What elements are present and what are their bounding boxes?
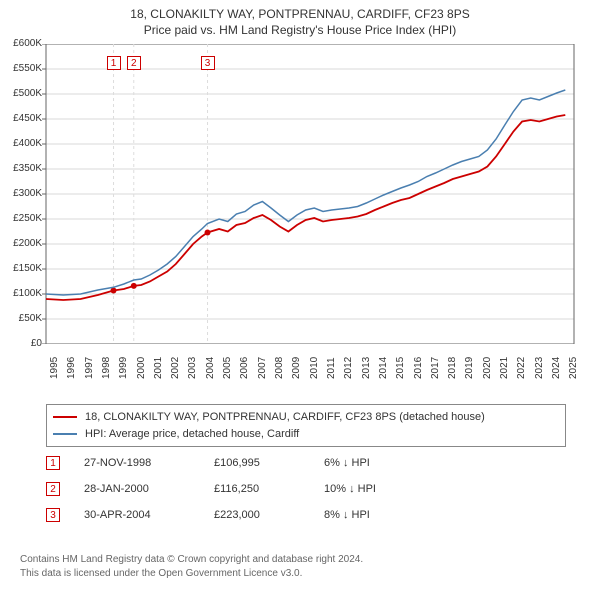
x-tick-label: 2021 — [499, 357, 510, 379]
y-tick-label: £50K — [0, 313, 42, 324]
legend-swatch — [53, 433, 77, 435]
x-tick-label: 2011 — [326, 357, 337, 379]
chart: £0 £50K £100K £150K £200K £250K £300K £350K £400… — [0, 44, 600, 394]
y-tick-label: £550K — [0, 63, 42, 74]
x-tick-label: 2000 — [136, 357, 147, 379]
title-area: 18, CLONAKILTY WAY, PONTPRENNAU, CARDIFF… — [0, 0, 600, 38]
x-tick-label: 2023 — [534, 357, 545, 379]
x-tick-label: 2020 — [482, 357, 493, 379]
chart-event-marker-icon: 3 — [201, 56, 215, 70]
y-tick-label: £600K — [0, 38, 42, 49]
x-tick-label: 2014 — [378, 357, 389, 379]
x-tick-label: 1999 — [118, 357, 129, 379]
events-table: 1 27-NOV-1998 £106,995 6% ↓ HPI 2 28-JAN… — [46, 450, 566, 528]
event-price: £223,000 — [214, 509, 324, 521]
x-tick-label: 2022 — [516, 357, 527, 379]
event-row: 3 30-APR-2004 £223,000 8% ↓ HPI — [46, 502, 566, 528]
chart-event-marker-icon: 2 — [127, 56, 141, 70]
x-tick-label: 2025 — [568, 357, 579, 379]
event-price: £116,250 — [214, 483, 324, 495]
footer-line-2: This data is licensed under the Open Gov… — [20, 567, 363, 581]
x-tick-label: 2004 — [205, 357, 216, 379]
x-tick-label: 2007 — [257, 357, 268, 379]
y-tick-label: £200K — [0, 238, 42, 249]
x-tick-label: 1995 — [49, 357, 60, 379]
legend: 18, CLONAKILTY WAY, PONTPRENNAU, CARDIFF… — [46, 404, 566, 447]
event-marker-icon: 2 — [46, 482, 60, 496]
x-tick-label: 2016 — [413, 357, 424, 379]
y-tick-label: £450K — [0, 113, 42, 124]
legend-item: 18, CLONAKILTY WAY, PONTPRENNAU, CARDIFF… — [53, 409, 559, 426]
x-tick-label: 2002 — [170, 357, 181, 379]
event-date: 30-APR-2004 — [84, 509, 214, 521]
event-diff: 8% ↓ HPI — [324, 509, 566, 521]
y-tick-label: £400K — [0, 138, 42, 149]
x-tick-label: 2013 — [361, 357, 372, 379]
event-row: 1 27-NOV-1998 £106,995 6% ↓ HPI — [46, 450, 566, 476]
event-marker-icon: 3 — [46, 508, 60, 522]
legend-item: HPI: Average price, detached house, Card… — [53, 426, 559, 443]
footer: Contains HM Land Registry data © Crown c… — [20, 553, 363, 580]
x-tick-label: 2015 — [395, 357, 406, 379]
x-tick-label: 2017 — [430, 357, 441, 379]
legend-label: 18, CLONAKILTY WAY, PONTPRENNAU, CARDIFF… — [85, 409, 485, 426]
x-tick-label: 2019 — [464, 357, 475, 379]
y-tick-label: £500K — [0, 88, 42, 99]
x-tick-label: 2018 — [447, 357, 458, 379]
x-tick-label: 2005 — [222, 357, 233, 379]
x-tick-label: 2010 — [309, 357, 320, 379]
y-tick-label: £300K — [0, 188, 42, 199]
event-marker-icon: 1 — [46, 456, 60, 470]
event-diff: 6% ↓ HPI — [324, 457, 566, 469]
y-tick-label: £250K — [0, 213, 42, 224]
x-tick-label: 1997 — [84, 357, 95, 379]
legend-label: HPI: Average price, detached house, Card… — [85, 426, 299, 443]
x-tick-label: 1996 — [66, 357, 77, 379]
legend-swatch — [53, 416, 77, 418]
x-tick-label: 2012 — [343, 357, 354, 379]
x-tick-label: 2009 — [291, 357, 302, 379]
page-container: 18, CLONAKILTY WAY, PONTPRENNAU, CARDIFF… — [0, 0, 600, 590]
y-tick-label: £150K — [0, 263, 42, 274]
x-tick-label: 2003 — [187, 357, 198, 379]
event-date: 27-NOV-1998 — [84, 457, 214, 469]
y-tick-label: £350K — [0, 163, 42, 174]
x-tick-label: 2024 — [551, 357, 562, 379]
event-price: £106,995 — [214, 457, 324, 469]
event-date: 28-JAN-2000 — [84, 483, 214, 495]
chart-event-marker-icon: 1 — [107, 56, 121, 70]
x-tick-label: 2006 — [239, 357, 250, 379]
y-tick-label: £0 — [0, 338, 42, 349]
event-diff: 10% ↓ HPI — [324, 483, 566, 495]
chart-svg — [0, 44, 600, 344]
footer-line-1: Contains HM Land Registry data © Crown c… — [20, 553, 363, 567]
x-tick-label: 2008 — [274, 357, 285, 379]
y-tick-label: £100K — [0, 288, 42, 299]
x-tick-label: 2001 — [153, 357, 164, 379]
event-row: 2 28-JAN-2000 £116,250 10% ↓ HPI — [46, 476, 566, 502]
title-line-2: Price paid vs. HM Land Registry's House … — [0, 22, 600, 38]
x-tick-label: 1998 — [101, 357, 112, 379]
title-line-1: 18, CLONAKILTY WAY, PONTPRENNAU, CARDIFF… — [0, 6, 600, 22]
